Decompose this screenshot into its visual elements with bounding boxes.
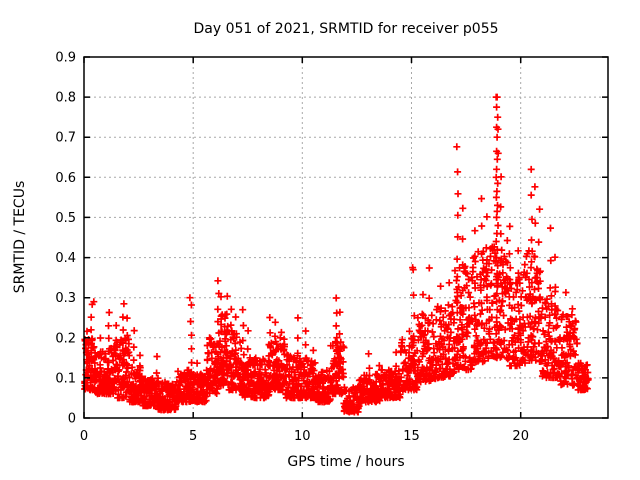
y-tick-label: 0.5 — [55, 211, 76, 226]
y-tick-label: 0.9 — [55, 51, 76, 66]
y-tick-label: 0.1 — [55, 371, 76, 386]
x-tick-label: 0 — [80, 429, 88, 444]
y-tick-label: 0.3 — [55, 291, 76, 306]
plot-border — [83, 56, 609, 419]
x-axis-title: GPS time / hours — [287, 454, 405, 470]
axis-ticks — [83, 56, 608, 419]
y-tick-label: 0.8 — [55, 91, 76, 106]
x-tick-label: 20 — [512, 429, 529, 444]
chart-title: Day 051 of 2021, SRMTID for receiver p05… — [193, 21, 499, 37]
y-tick-label: 0.6 — [55, 171, 76, 186]
y-tick-label: 0.4 — [55, 251, 76, 266]
y-tick-label: 0.2 — [55, 331, 76, 346]
data-points — [81, 93, 592, 416]
x-tick-label: 5 — [189, 429, 197, 444]
x-tick-label: 15 — [403, 429, 420, 444]
grid-lines — [84, 57, 608, 418]
x-tick-label: 10 — [294, 429, 311, 444]
y-tick-label: 0.7 — [55, 131, 76, 146]
y-tick-label: 0 — [68, 412, 76, 427]
